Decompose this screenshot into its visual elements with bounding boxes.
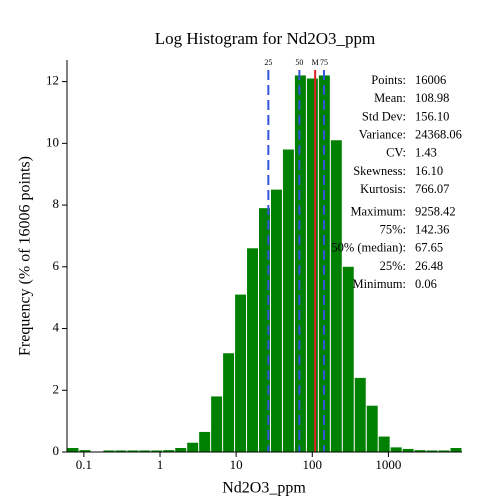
- bar: [127, 450, 139, 452]
- bar: [67, 447, 79, 452]
- chart-title: Log Histogram for Nd2O3_ppm: [155, 29, 376, 48]
- bar: [342, 266, 354, 452]
- stat-value: 156.10: [415, 109, 449, 123]
- stat-label: 25%:: [380, 259, 406, 273]
- stat-label: Maximum:: [350, 204, 406, 218]
- bar: [450, 447, 462, 452]
- stat-value: 766.07: [415, 182, 449, 196]
- bar: [175, 447, 187, 452]
- stat-label: Skewness:: [353, 164, 406, 178]
- bar: [235, 294, 247, 452]
- y-tick-label: 12: [46, 73, 59, 88]
- y-tick-label: 10: [46, 134, 59, 149]
- y-tick-label: 8: [53, 196, 60, 211]
- marker-label: 75: [320, 58, 328, 67]
- bar: [270, 189, 282, 452]
- y-axis-label: Frequency (% of 16006 points): [17, 156, 34, 356]
- bar: [115, 450, 127, 452]
- x-tick-label: 10: [230, 457, 243, 472]
- stat-label: Kurtosis:: [360, 182, 406, 196]
- stat-value: 142.36: [415, 222, 449, 236]
- bar: [330, 140, 342, 453]
- stat-value: 1.43: [415, 146, 437, 160]
- marker-label: M: [312, 58, 319, 67]
- bar: [318, 75, 330, 452]
- bar: [163, 450, 175, 452]
- stat-value: 0.06: [415, 277, 437, 291]
- bar: [306, 78, 318, 452]
- stat-value: 16006: [415, 73, 446, 87]
- y-tick-label: 0: [53, 443, 60, 458]
- bar: [426, 450, 438, 452]
- x-tick-label: 100: [303, 457, 323, 472]
- bar: [294, 75, 306, 452]
- stat-label: Minimum:: [353, 277, 406, 291]
- y-tick-label: 2: [53, 381, 60, 396]
- stat-value: 26.48: [415, 259, 443, 273]
- bar: [103, 450, 115, 452]
- bar: [151, 450, 163, 452]
- bar: [414, 450, 426, 452]
- bar: [139, 450, 151, 452]
- bar: [259, 208, 270, 452]
- stat-label: Mean:: [374, 91, 406, 105]
- stat-value: 16.10: [415, 164, 443, 178]
- bar: [211, 396, 223, 452]
- bar: [366, 405, 378, 452]
- marker-label: 50: [295, 58, 303, 67]
- x-axis-label: Nd2O3_ppm: [222, 480, 306, 497]
- stat-label: Variance:: [359, 127, 406, 141]
- bar: [402, 448, 414, 452]
- bar: [390, 447, 402, 452]
- stat-label: 50% (median):: [331, 241, 406, 255]
- y-tick-label: 4: [53, 320, 60, 335]
- bar: [223, 353, 235, 452]
- stat-label: Std Dev:: [362, 109, 406, 123]
- bar: [187, 442, 199, 452]
- stat-label: Points:: [371, 73, 406, 87]
- stat-value: 108.98: [415, 91, 449, 105]
- bar: [282, 149, 294, 452]
- bar: [378, 436, 390, 452]
- stat-value: 24368.06: [415, 127, 462, 141]
- stat-value: 9258.42: [415, 204, 456, 218]
- bar: [438, 450, 450, 452]
- bar: [79, 450, 91, 452]
- bar: [354, 377, 366, 452]
- stat-label: 75%:: [380, 222, 406, 236]
- stat-label: CV:: [386, 146, 406, 160]
- bar: [247, 248, 259, 452]
- y-tick-label: 6: [53, 258, 60, 273]
- bar: [199, 431, 211, 452]
- x-tick-label: 1: [157, 457, 164, 472]
- marker-label: 25: [264, 58, 272, 67]
- stat-value: 67.65: [415, 241, 443, 255]
- x-tick-label: 1000: [375, 457, 401, 472]
- x-tick-label: 0.1: [76, 457, 92, 472]
